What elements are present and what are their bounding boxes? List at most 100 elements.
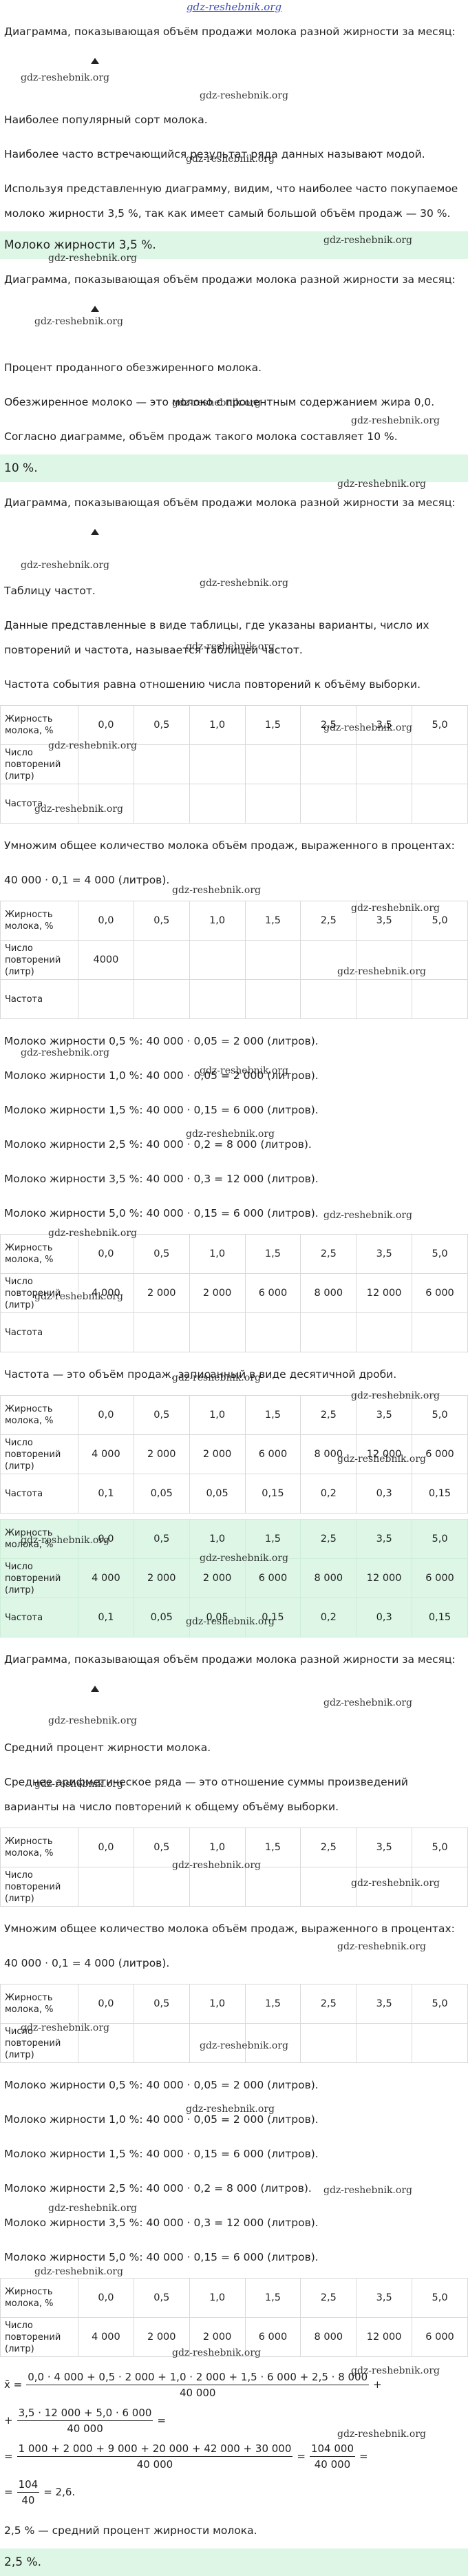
answer: 2,5 %. [0,2548,468,2576]
table-cell: 0,1 [78,1474,134,1514]
numerator: 104 000 [309,2442,355,2457]
table-body: Жирность молока, % 0,0 0,5 1,0 1,5 2,5 3,5 5,0 Ч… [0,1234,468,1352]
table-cell: 1,0 [189,901,246,941]
table-cell: 1,5 [244,2278,301,2318]
table-cell [300,2023,357,2063]
formula-text: = [4,2450,13,2462]
paragraph: Частота события равна отношению числа по… [4,678,421,691]
paragraph: Частота — это объём продаж, записанный в… [4,1368,397,1381]
table-cell: 0,5 [133,705,190,745]
row-header: Частота [0,1312,78,1352]
fraction: 1 000 + 2 000 + 9 000 + 20 000 + 42 000 … [17,2442,293,2471]
table-cell: 0,2 [300,1474,357,1514]
table-row: Число повторений (литр) [0,744,468,784]
fraction: 0,0 · 4 000 + 0,5 · 2 000 + 1,0 · 2 000 … [26,2371,370,2399]
paragraph: 40 000 · 0,1 = 4 000 (литров). [4,1957,170,1969]
table-cell: 1,0 [189,2278,246,2318]
frequency-table: Жирность молока, % 0,0 0,5 1,0 1,5 2,5 3,5 5,0 Ч… [0,1395,468,1514]
solution: Диаграмма, показывающая объём продажи мо… [0,15,468,2576]
table-row: Число повторений (литр) [0,2023,468,2063]
table-cell [78,1312,134,1352]
table-cell: 3,5 [356,705,413,745]
table-cell: 8 000 [300,1434,357,1474]
table-cell: 1,0 [189,1234,246,1274]
table-cell: 0,5 [133,1984,190,2024]
answer: Молоко жирности 3,5 %. [0,231,468,259]
table-row: Жирность молока, % 0,0 0,5 1,0 1,5 2,5 3,5 5,0 [0,1519,468,1559]
answer-table: Жирность молока, % 0,0 0,5 1,0 1,5 2,5 3,5 5,0 Ч… [0,1519,468,1637]
row-header: Жирность молока, % [0,1395,78,1435]
table-cell: 3,5 [356,901,413,941]
table-cell [78,979,134,1019]
paragraph: Молоко жирности 5,0 %: 40 000 · 0,15 = 6… [4,1207,319,1219]
table-cell [356,1312,413,1352]
table-cell: 8 000 [300,1273,357,1313]
table-cell: 0,0 [78,705,134,745]
frequency-table: Жирность молока, % 0,0 0,5 1,0 1,5 2,5 3,5 5,0 Ч… [0,1984,468,2063]
table-cell: 1,5 [244,901,301,941]
row-header: Число повторений (литр) [0,1434,78,1474]
chart-placeholder [0,50,468,103]
paragraph: Умножим общее количество молока объём пр… [4,839,455,852]
answer: 10 %. [0,454,468,482]
table-cell: 0,0 [78,1234,134,1274]
table-cell: 1,5 [244,1395,301,1435]
table-cell [189,1867,246,1907]
chart-marker [91,1686,99,1692]
site-header[interactable]: gdz-reshebnik.org [186,1,282,13]
table-cell [356,2023,413,2063]
paragraph: Обезжиренное молоко — это молоко с проце… [4,396,435,408]
chart-marker [91,58,99,64]
denominator: 40 000 [179,2386,216,2399]
table-cell [412,744,468,784]
table-cell [300,1867,357,1907]
table-cell: 4 000 [78,1558,134,1598]
table-cell: 5,0 [412,1234,468,1274]
table-cell [244,1867,301,1907]
paragraph: Молоко жирности 1,0 %: 40 000 · 0,05 = 2… [4,1069,319,1082]
numerator: 3,5 · 12 000 + 5,0 · 6 000 [17,2407,153,2421]
table-cell: 2 000 [133,1434,190,1474]
frequency-table: Жирность молока, % 0,0 0,5 1,0 1,5 2,5 3,5 5,0 Ч… [0,1234,468,1352]
table-cell [133,744,190,784]
row-header: Жирность молока, % [0,705,78,745]
table-cell [412,1312,468,1352]
formula-text: = [297,2450,306,2462]
paragraph: Процент проданного обезжиренного молока. [4,362,262,374]
table-cell: 1,0 [189,1828,246,1867]
table-cell: 0,3 [356,1474,413,1514]
table-cell [412,784,468,824]
table-row: Жирность молока, % 0,0 0,5 1,0 1,5 2,5 3,5 5,0 [0,1828,468,1867]
table-cell: 6 000 [412,1273,468,1313]
table-cell: 0,5 [133,901,190,941]
table-body: Жирность молока, % 0,0 0,5 1,0 1,5 2,5 3,5 5,0 Ч… [0,901,468,1019]
table-cell: 2 000 [133,2317,190,2357]
table-cell: 6 000 [244,1558,301,1598]
table-cell: 1,5 [244,1984,301,2024]
row-header: Жирность молока, % [0,901,78,941]
table-cell: 0,0 [78,1395,134,1435]
table-cell: 2,5 [300,1395,357,1435]
table-cell: 6 000 [244,1434,301,1474]
table-cell: 1,0 [189,1519,246,1559]
table-cell: 3,5 [356,1828,413,1867]
table-cell [189,744,246,784]
formula-text: = [359,2450,368,2462]
table-cell: 0,5 [133,2278,190,2318]
chart-placeholder [0,1677,468,1731]
table-cell: 1,5 [244,1828,301,1867]
formula-text: = [4,2486,13,2498]
table-row: Частота [0,1312,468,1352]
formula-text: = 2,6. [43,2486,76,2498]
denominator: 40 [21,2493,35,2506]
paragraph: Молоко жирности 1,5 %: 40 000 · 0,15 = 6… [4,2148,319,2160]
table-body: Жирность молока, % 0,0 0,5 1,0 1,5 2,5 3,5 5,0 Ч… [0,1828,468,1907]
table-cell: 2 000 [133,1558,190,1598]
row-header: Частота [0,1474,78,1514]
paragraph: Молоко жирности 1,0 %: 40 000 · 0,05 = 2… [4,2113,319,2126]
table-cell: 2 000 [133,1273,190,1313]
paragraph: Используя представленную диаграмму, види… [4,182,458,220]
table-cell [78,2023,134,2063]
table-row: Частота 0,1 0,05 0,05 0,15 0,2 0,3 0,15 [0,1474,468,1514]
table-row: Жирность молока, % 0,0 0,5 1,0 1,5 2,5 3,5 5,0 [0,1234,468,1274]
